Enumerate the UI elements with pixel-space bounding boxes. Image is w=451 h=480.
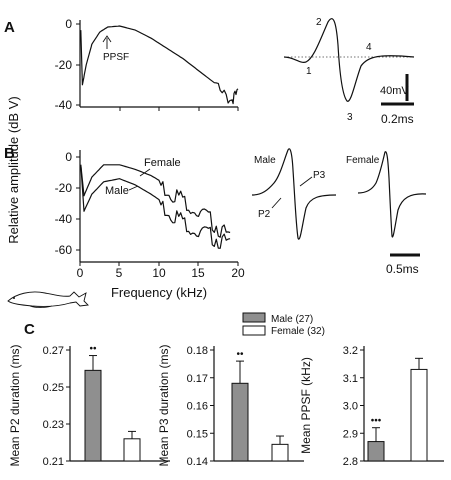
bar-chart-ytick-label: 0.16 [187, 401, 208, 413]
panel-a-spectrum-trace [80, 25, 239, 105]
peak-label-3: 3 [347, 112, 353, 123]
bar-chart-ytick-label: 2.9 [343, 428, 358, 440]
legend-swatch-male [242, 312, 266, 323]
bar-chart-y-label: Mean P3 duration (ms) [157, 344, 171, 466]
panel-b-xtick-label: 10 [152, 266, 166, 280]
female-waveform-title: Female [346, 155, 380, 166]
time-scale-label-b: 0.5ms [386, 262, 419, 276]
time-scale-label-a: 0.2ms [381, 112, 414, 126]
male-pointer-line [128, 185, 139, 191]
p3-pointer-line [299, 176, 313, 187]
bar-chart-y-label: Mean P2 duration (ms) [8, 344, 22, 466]
significance-marker: •• [89, 344, 97, 355]
panel-c3-ppsf-chart: 3.2 3.1 3.0 2.9 2.8 Mean PPSF (kHz) ••• [299, 345, 444, 468]
bar-chart-ytick-label: 0.14 [187, 456, 208, 468]
panel-b-xtick-label: 15 [191, 266, 205, 280]
bar-chart-ytick-label: 0.21 [43, 456, 64, 468]
male-series-label: Male [105, 185, 129, 197]
peak-label-1: 1 [306, 66, 312, 77]
bar-chart-ytick-label: 0.17 [187, 373, 208, 385]
bar-male [367, 441, 385, 462]
panel-b-ytick-label: -40 [55, 212, 73, 226]
bar-chart-ytick-label: 3.1 [343, 373, 358, 385]
panel-b-ytick-label: -20 [55, 181, 73, 195]
panel-b-spectrum: 0 -20 -40 -60 0 5 10 15 20 Frequency (kH… [55, 150, 245, 300]
fish-eye-icon [13, 297, 15, 299]
panel-b-waveforms: Male Female P3 P2 0.5ms [251, 148, 427, 276]
peak-label-4: 4 [366, 42, 372, 53]
bar-chart-ytick-label: 0.15 [187, 428, 208, 440]
panel-a-spectrum: 0 -20 -40 PPSF [55, 17, 239, 112]
p2-label: P2 [258, 209, 271, 220]
bar-female [271, 443, 289, 462]
ppsf-annotation: PPSF [103, 52, 129, 63]
legend-label-female: Female (32) [271, 326, 325, 337]
panel-b-ytick-label: -60 [55, 243, 73, 257]
bar-chart-ytick-label: 3.2 [343, 345, 358, 357]
bar-chart-ytick-label: 0.18 [187, 345, 208, 357]
bar-male [84, 369, 102, 462]
fish-fin-line [29, 305, 53, 308]
fish-illustration [7, 291, 89, 308]
female-spectrum-trace [80, 164, 231, 238]
male-spectrum-trace [80, 164, 231, 249]
legend-swatch-female [242, 325, 266, 336]
y-axis-label: Relative amplitude (dB V) [6, 96, 21, 243]
panel-b-xtick-label: 5 [116, 266, 123, 280]
legend-label-male: Male (27) [271, 314, 313, 325]
panel-c-legend: Male (27) Female (32) [242, 312, 325, 337]
panel-b-xtick-label: 20 [231, 266, 245, 280]
panel-a-ytick-label: 0 [65, 17, 72, 31]
p2-pointer-line [271, 197, 282, 209]
panel-label-c: C [24, 321, 35, 338]
panel-a-waveform: 2 1 3 4 40mV 0.2ms [283, 17, 415, 126]
panel-c2-p3-duration-chart: 0.18 0.17 0.16 0.15 0.14 Mean P3 duration (ms… [157, 344, 304, 468]
bar-chart-ytick-label: 2.8 [343, 456, 358, 468]
bar-chart-y-label: Mean PPSF (kHz) [299, 357, 313, 454]
panel-a-ytick-label: -40 [55, 98, 73, 112]
male-eod-waveform [251, 148, 337, 240]
bar-female [123, 438, 141, 462]
bar-chart-ytick-label: 0.25 [43, 382, 64, 394]
p3-label: P3 [313, 170, 326, 181]
x-axis-label: Frequency (kHz) [111, 285, 207, 300]
fish-body-outline [7, 291, 89, 307]
panel-c1-p2-duration-chart: 0.27 0.25 0.23 0.21 Mean P2 duration (ms) •• [8, 344, 170, 468]
panel-b-ytick-label: 0 [65, 150, 72, 164]
peak-label-2: 2 [316, 17, 322, 28]
male-waveform-title: Male [254, 155, 276, 166]
panel-a-ytick-label: -20 [55, 58, 73, 72]
ppsf-arrow-icon [102, 35, 112, 49]
panel-label-a: A [4, 19, 15, 36]
panel-b-xtick-label: 0 [77, 266, 84, 280]
panel-label-b: B [4, 145, 15, 162]
significance-marker: ••• [371, 416, 382, 427]
bar-chart-ytick-label: 3.0 [343, 401, 358, 413]
female-pointer-line [139, 168, 151, 177]
voltage-scale-label: 40mV [380, 85, 409, 97]
bar-male [231, 382, 249, 462]
panel-a-eod-waveform [283, 18, 415, 102]
significance-marker: •• [236, 349, 244, 360]
bar-chart-ytick-label: 0.27 [43, 345, 64, 357]
female-series-label: Female [144, 157, 181, 169]
female-eod-waveform [357, 151, 427, 238]
bar-chart-ytick-label: 0.23 [43, 419, 64, 431]
bar-female [410, 368, 428, 462]
